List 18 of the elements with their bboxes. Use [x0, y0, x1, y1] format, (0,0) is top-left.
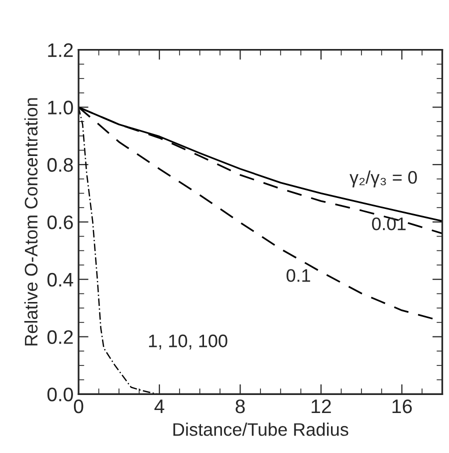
y-tick-label: 0.6 [47, 215, 73, 230]
text: 1, 10, 100 [149, 334, 228, 350]
y-tick-label: 0.2 [47, 330, 73, 344]
x-tick-label: 12 [312, 399, 331, 414]
y-axis-title: Relative O-Atom Concentration [24, 98, 38, 346]
x-axis-title: Distance/Tube Radius [173, 422, 348, 436]
y-tick-label: 0.0 [47, 388, 73, 402]
y-tick-label: 0.8 [47, 158, 73, 172]
y-tick-label: 1.0 [48, 100, 73, 114]
series-label: 0.1 [286, 269, 310, 282]
y-tick-label: 1.2 [48, 43, 73, 57]
series-label: 0.01 [372, 217, 406, 230]
x-tick-label: 4 [154, 400, 164, 414]
x-tick-label: 0 [74, 399, 84, 414]
y-tick-label: 0.4 [47, 272, 74, 287]
series-label: γ₂/γ₃ = 0 [350, 170, 417, 188]
x-tick-label: 8 [236, 399, 245, 414]
x-tick-label: 16 [392, 399, 412, 414]
